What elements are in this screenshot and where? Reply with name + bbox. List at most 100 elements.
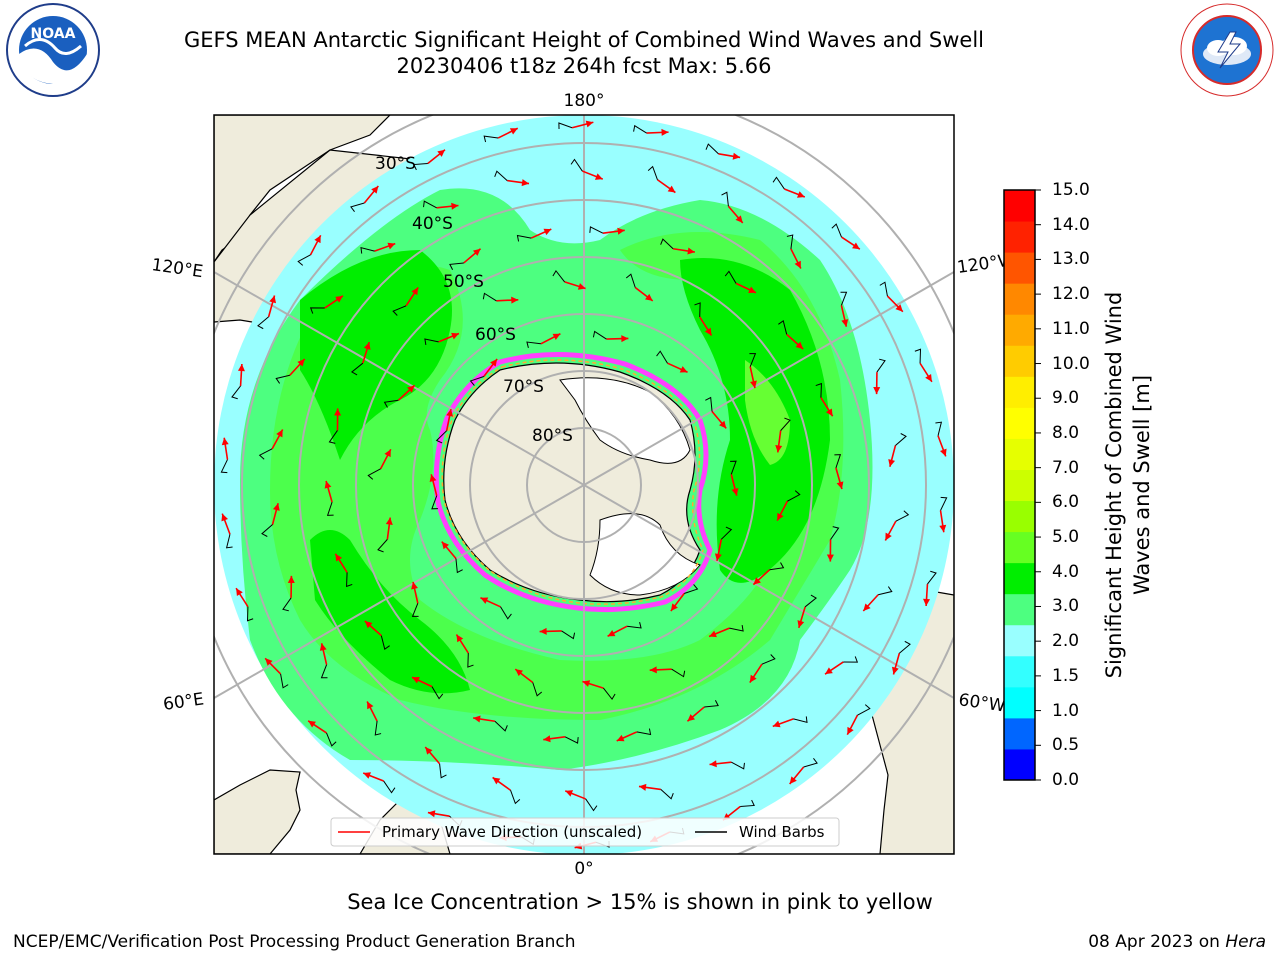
wave-arrow-head (412, 677, 420, 684)
wind-barb (435, 430, 448, 444)
wave-arrow-head (425, 747, 433, 755)
wave-arrow-head (511, 296, 519, 304)
wind-barb (326, 501, 334, 516)
footer-date: 08 Apr 2023 on Hera (1088, 932, 1266, 952)
colorbar-band (1004, 469, 1035, 502)
footer-credit: NCEP/EMC/Verification Post Processing Pr… (13, 932, 576, 952)
wind-barb (647, 165, 658, 180)
wind-barb (878, 586, 893, 596)
footer-date-text: 08 Apr 2023 on (1088, 932, 1226, 952)
wind-barb (940, 496, 948, 511)
wind-barb (585, 798, 598, 812)
wind-barb (815, 382, 822, 398)
wind-barb (392, 305, 407, 316)
wind-barb (346, 572, 353, 588)
wind-barb (383, 780, 396, 794)
wave-arrow-head (594, 173, 603, 180)
wind-barb (840, 291, 848, 306)
wave-arrow-head (836, 481, 844, 490)
wave-arrow-head (324, 480, 332, 489)
colorbar-band (1004, 407, 1035, 439)
map-legend: Primary Wave Direction (unscaled) Wind B… (330, 817, 840, 847)
wave-arrow-head (371, 186, 379, 194)
colorbar-tick-label: 14.0 (1052, 214, 1090, 235)
wave-arrow-head (363, 772, 372, 779)
colorbar-tick-label: 13.0 (1052, 249, 1090, 270)
wave-arrow-head (939, 524, 947, 533)
wind-barb (787, 490, 801, 502)
wind-barb (360, 246, 375, 254)
wind-barb (455, 558, 463, 574)
wave-arrow-head (750, 380, 757, 389)
colorbar-tick-label: 7.0 (1052, 457, 1080, 478)
colorbar-band (1004, 252, 1035, 284)
wind-barb (564, 736, 579, 744)
colorbar (1003, 189, 1041, 781)
colorbar-band (1004, 593, 1035, 626)
colorbar-band (1004, 748, 1035, 781)
wind-barb (439, 763, 447, 779)
wind-barb (769, 562, 785, 571)
wind-barb (899, 640, 911, 654)
wave-arrow-head (940, 448, 947, 457)
wave-arrow-head (411, 287, 419, 296)
wind-barb (552, 269, 565, 283)
wave-arrow-head (873, 387, 881, 395)
wind-barb (724, 270, 737, 284)
lon-label-180: 180° (564, 91, 605, 111)
wind-barb (220, 459, 228, 474)
footer-machine: Hera (1225, 932, 1266, 952)
wave-arrow-head (749, 674, 757, 683)
wave-arrow-head (319, 643, 327, 651)
colorbar-tick-label: 5.0 (1052, 527, 1080, 548)
wave-arrow-head (607, 629, 616, 637)
wave-arrow-head (272, 503, 280, 511)
wave-arrow-head (585, 120, 594, 128)
wave-arrow-head (748, 286, 756, 293)
wave-arrow-head (885, 532, 892, 541)
wind-barb (731, 761, 745, 770)
wind-barb (843, 656, 859, 663)
wave-arrow-head (287, 575, 295, 583)
wave-arrow-head (480, 597, 489, 604)
wind-barb (494, 720, 508, 732)
wave-arrow-head (237, 364, 245, 372)
wave-arrow-head (679, 366, 688, 373)
wind-barb (309, 307, 325, 314)
wind-barb (558, 122, 573, 130)
wave-arrow-head (451, 332, 459, 340)
wind-barb (351, 362, 364, 376)
wave-arrow-head (472, 248, 481, 256)
wave-arrow-head (863, 603, 871, 611)
wave-arrow-head (731, 488, 739, 496)
wave-arrow-head (895, 304, 903, 312)
wave-arrow-head (638, 783, 647, 791)
wind-barb (374, 721, 382, 736)
wave-arrow-head (852, 242, 860, 250)
wind-barb (532, 682, 543, 697)
wave-arrow-head (521, 179, 530, 187)
wave-arrow-head (719, 420, 727, 429)
wave-arrow-head (891, 666, 899, 675)
wave-arrow-head (888, 459, 896, 467)
colorbar-tick-label: 11.0 (1052, 318, 1090, 339)
wave-arrow-head (446, 409, 454, 417)
sea-ice-edge (433, 352, 713, 613)
wave-arrow-head (565, 790, 574, 797)
colorbar-band (1004, 717, 1035, 750)
legend-barb-label: Wind Barbs (739, 823, 825, 841)
colorbar-band (1004, 500, 1035, 533)
wave-arrow-head (645, 293, 653, 301)
lon-label-0: 0° (574, 859, 593, 879)
wind-barb (326, 732, 337, 747)
wind-barb (280, 673, 289, 689)
colorbar-band (1004, 562, 1035, 595)
lat-label-40s: 40°S (412, 214, 453, 234)
wave-arrow-head (490, 358, 498, 367)
wind-barb (258, 448, 273, 460)
wind-barb (526, 341, 541, 348)
wind-barb (592, 330, 607, 340)
wave-arrow-head (437, 149, 445, 157)
wave-arrow-head (427, 810, 436, 818)
wind-barb (721, 191, 729, 207)
